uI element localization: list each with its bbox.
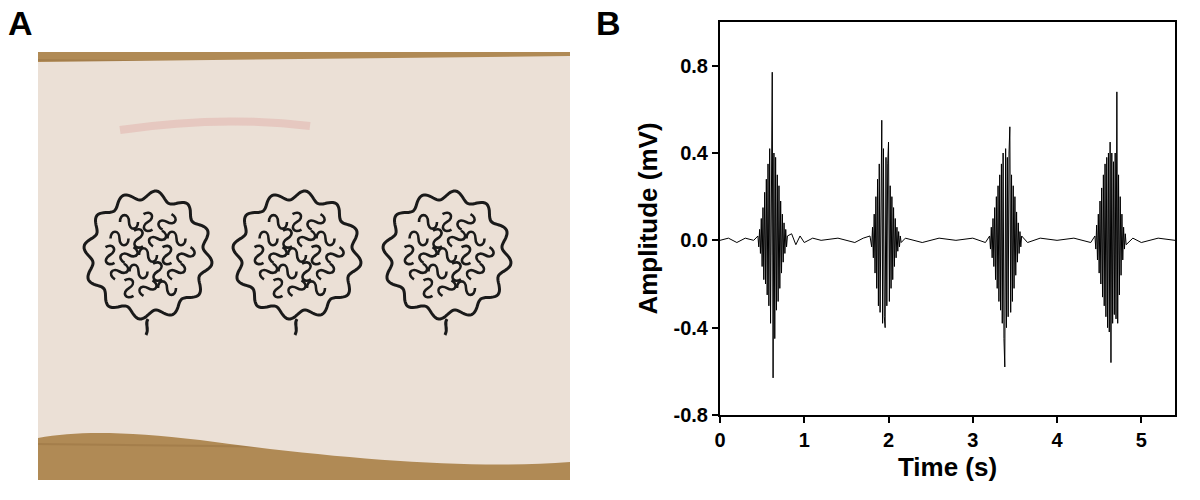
svg-text:1: 1 [799, 429, 810, 451]
svg-text:2: 2 [883, 429, 894, 451]
svg-text:3: 3 [967, 429, 978, 451]
svg-text:0: 0 [714, 429, 725, 451]
html-text:B: B [596, 4, 621, 42]
html-text:A: A [8, 4, 33, 42]
svg-text:4: 4 [1051, 429, 1063, 451]
svg-text:-0.4: -0.4 [674, 317, 709, 339]
svg-text:0.8: 0.8 [680, 55, 708, 77]
svg-text:Time (s): Time (s) [898, 452, 997, 482]
svg-text:0.4: 0.4 [680, 142, 709, 164]
svg-text:0.0: 0.0 [680, 229, 708, 251]
svg-text:5: 5 [1136, 429, 1147, 451]
svg-text:Amplitude (mV): Amplitude (mV) [633, 122, 663, 314]
svg-text:-0.8: -0.8 [674, 404, 708, 426]
